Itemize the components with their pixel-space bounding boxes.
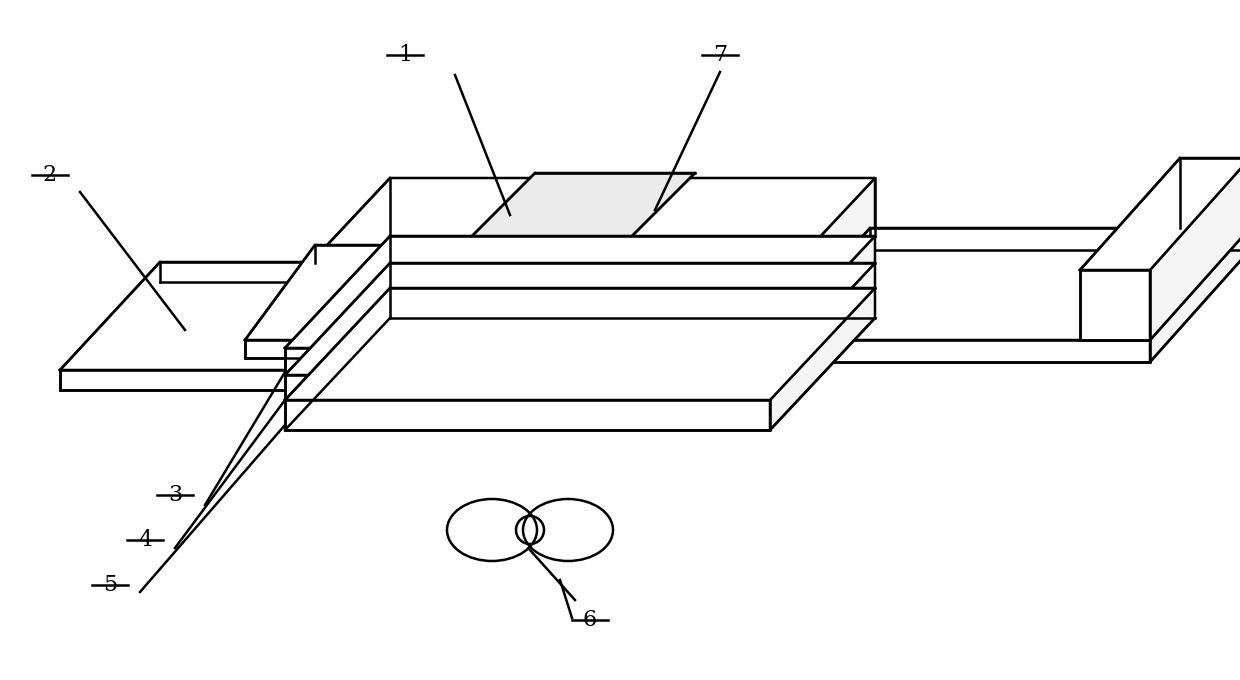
Polygon shape xyxy=(285,290,770,348)
Polygon shape xyxy=(1080,158,1240,270)
Polygon shape xyxy=(455,173,694,253)
Polygon shape xyxy=(770,288,875,430)
Polygon shape xyxy=(60,370,391,390)
Polygon shape xyxy=(1149,228,1240,362)
Text: 5: 5 xyxy=(103,574,117,596)
Polygon shape xyxy=(285,288,875,400)
Polygon shape xyxy=(1080,270,1149,340)
Polygon shape xyxy=(246,245,415,340)
Text: 1: 1 xyxy=(398,44,412,66)
Polygon shape xyxy=(391,262,490,390)
Polygon shape xyxy=(770,178,875,348)
Polygon shape xyxy=(285,236,875,348)
Polygon shape xyxy=(60,262,490,370)
Polygon shape xyxy=(770,263,875,400)
Text: 2: 2 xyxy=(43,164,57,186)
Polygon shape xyxy=(1149,158,1240,340)
Polygon shape xyxy=(285,263,875,375)
Polygon shape xyxy=(770,228,1240,340)
Polygon shape xyxy=(770,236,875,375)
Polygon shape xyxy=(285,348,770,375)
Polygon shape xyxy=(246,340,345,358)
Polygon shape xyxy=(285,400,770,430)
Polygon shape xyxy=(455,253,615,268)
Text: 4: 4 xyxy=(138,529,153,551)
Text: 6: 6 xyxy=(583,609,598,631)
Polygon shape xyxy=(345,245,415,358)
Text: 7: 7 xyxy=(713,44,727,66)
Text: 3: 3 xyxy=(167,484,182,506)
Polygon shape xyxy=(285,375,770,400)
Polygon shape xyxy=(770,340,1149,362)
Polygon shape xyxy=(285,178,875,290)
